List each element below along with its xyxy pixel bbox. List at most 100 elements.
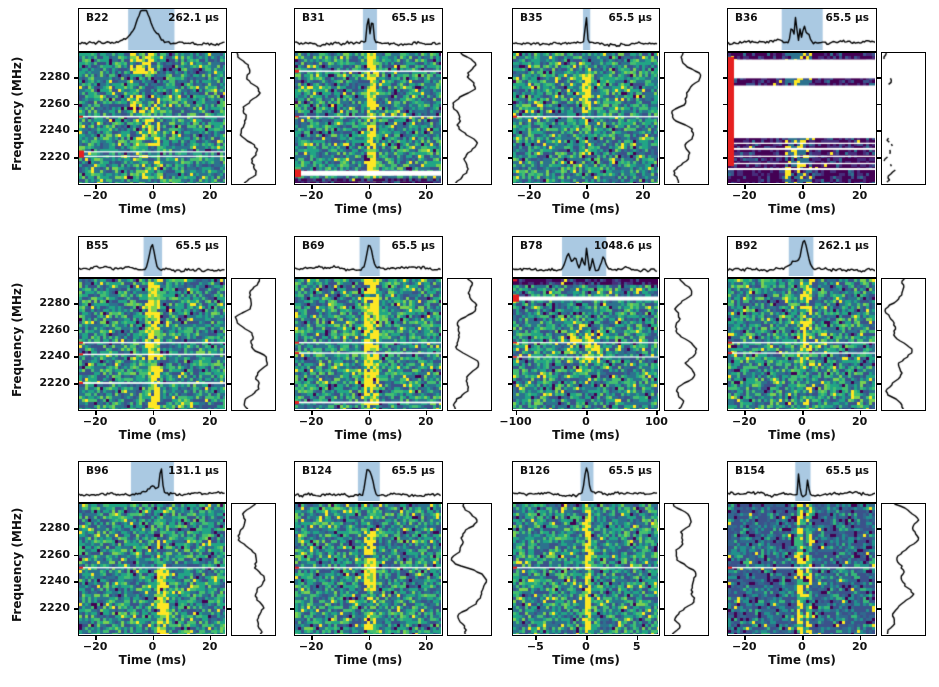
y-tick bbox=[74, 356, 78, 358]
dynamic-spectrum-plot-B31 bbox=[294, 52, 443, 185]
y-axis-label: Frequency (MHz) bbox=[10, 282, 24, 397]
y-tick bbox=[508, 103, 512, 106]
y-tick bbox=[443, 554, 447, 557]
pulse-profile-canvas-B35 bbox=[513, 9, 658, 50]
y-tick bbox=[660, 130, 664, 132]
pulse-profile-plot-B55 bbox=[78, 236, 227, 278]
x-tick-label: −20 bbox=[298, 189, 324, 202]
pulse-profile-canvas-B36 bbox=[728, 9, 875, 50]
x-tick bbox=[656, 411, 658, 415]
y-tick bbox=[227, 329, 231, 332]
x-tick bbox=[586, 411, 588, 415]
y-tick bbox=[723, 130, 727, 132]
y-tick bbox=[877, 581, 881, 583]
y-tick bbox=[508, 383, 512, 385]
x-tick bbox=[859, 185, 862, 189]
y-tick bbox=[227, 103, 231, 106]
dynamic-spectrum-canvas-B92 bbox=[728, 279, 875, 409]
y-tick bbox=[723, 103, 727, 106]
y-tick bbox=[723, 554, 727, 557]
dynamic-spectrum-canvas-B31 bbox=[295, 53, 441, 183]
y-tick bbox=[74, 554, 78, 557]
y-tick bbox=[227, 581, 231, 583]
x-axis-label: Time (ms) bbox=[118, 428, 187, 442]
y-tick bbox=[660, 528, 664, 530]
x-tick bbox=[802, 411, 804, 415]
burst-id-label: B124 bbox=[302, 465, 332, 477]
y-tick bbox=[508, 554, 512, 557]
y-tick bbox=[723, 608, 727, 610]
x-tick bbox=[859, 636, 862, 640]
x-tick-label: −20 bbox=[82, 640, 108, 653]
y-tick bbox=[443, 356, 447, 358]
dynamic-spectrum-canvas-B126 bbox=[513, 504, 658, 634]
time-resolution-label: 65.5 µs bbox=[825, 465, 869, 477]
y-tick-label: 2260 bbox=[39, 322, 70, 336]
dynamic-spectrum-plot-B78 bbox=[512, 278, 660, 411]
y-tick bbox=[290, 77, 294, 79]
x-tick bbox=[859, 411, 862, 415]
y-tick bbox=[227, 130, 231, 132]
x-tick-label: 0 bbox=[798, 640, 806, 653]
x-tick bbox=[152, 185, 154, 189]
x-tick-label: 20 bbox=[202, 189, 218, 202]
x-tick-label: −20 bbox=[298, 640, 324, 653]
dynamic-spectrum-canvas-B55 bbox=[79, 279, 225, 409]
x-tick-label: 0 bbox=[148, 640, 157, 653]
x-tick-label: −20 bbox=[516, 189, 542, 202]
x-tick-label: 20 bbox=[852, 640, 868, 653]
dynamic-spectrum-canvas-B22 bbox=[79, 53, 225, 183]
y-tick bbox=[508, 581, 512, 583]
x-tick-label: 100 bbox=[644, 415, 668, 428]
y-tick bbox=[443, 329, 447, 332]
burst-id-label: B31 bbox=[302, 12, 325, 24]
x-tick bbox=[744, 636, 746, 640]
time-resolution-label: 65.5 µs bbox=[608, 12, 652, 24]
pulse-profile-plot-B36 bbox=[727, 8, 877, 52]
x-tick bbox=[152, 411, 154, 415]
time-resolution-label: 262.1 µs bbox=[818, 240, 869, 252]
y-tick-label: 2220 bbox=[39, 601, 70, 615]
y-tick bbox=[74, 77, 78, 79]
x-tick-label: 0 bbox=[582, 415, 590, 428]
y-tick bbox=[877, 103, 881, 106]
y-tick bbox=[660, 581, 664, 583]
x-tick-label: −20 bbox=[82, 415, 108, 428]
y-tick bbox=[227, 77, 231, 79]
y-tick bbox=[877, 303, 881, 305]
y-axis-label: Frequency (MHz) bbox=[10, 507, 24, 622]
y-tick bbox=[660, 157, 664, 159]
x-tick bbox=[425, 636, 428, 640]
y-tick bbox=[660, 608, 664, 610]
x-tick bbox=[529, 185, 531, 189]
pulse-profile-plot-B35 bbox=[512, 8, 660, 52]
x-tick-label: −20 bbox=[298, 415, 324, 428]
frequency-spectrum-plot-B22 bbox=[231, 52, 276, 185]
time-resolution-label: 65.5 µs bbox=[175, 240, 219, 252]
x-tick-label: 0 bbox=[148, 415, 157, 428]
pulse-profile-plot-B22 bbox=[78, 8, 227, 52]
x-tick bbox=[209, 185, 212, 189]
y-tick bbox=[508, 157, 512, 159]
y-tick bbox=[508, 77, 512, 79]
y-tick bbox=[290, 581, 294, 583]
time-resolution-label: 1048.6 µs bbox=[593, 240, 652, 252]
pulse-profile-canvas-B96 bbox=[79, 462, 225, 501]
dynamic-spectrum-canvas-B35 bbox=[513, 53, 658, 183]
time-resolution-label: 65.5 µs bbox=[825, 12, 869, 24]
x-axis-label: Time (ms) bbox=[118, 202, 187, 216]
y-tick bbox=[290, 383, 294, 385]
x-tick bbox=[209, 411, 212, 415]
x-tick-label: 20 bbox=[852, 415, 868, 428]
x-tick-label: 0 bbox=[148, 189, 157, 202]
y-tick bbox=[290, 356, 294, 358]
y-tick-label: 2280 bbox=[39, 70, 70, 84]
x-tick-label: 20 bbox=[202, 415, 218, 428]
x-tick bbox=[311, 411, 313, 415]
dynamic-spectrum-plot-B92 bbox=[727, 278, 877, 411]
time-resolution-label: 65.5 µs bbox=[391, 465, 435, 477]
y-tick bbox=[723, 581, 727, 583]
dynamic-spectrum-canvas-B69 bbox=[295, 279, 441, 409]
y-tick bbox=[290, 303, 294, 305]
pulse-profile-plot-B31 bbox=[294, 8, 443, 52]
